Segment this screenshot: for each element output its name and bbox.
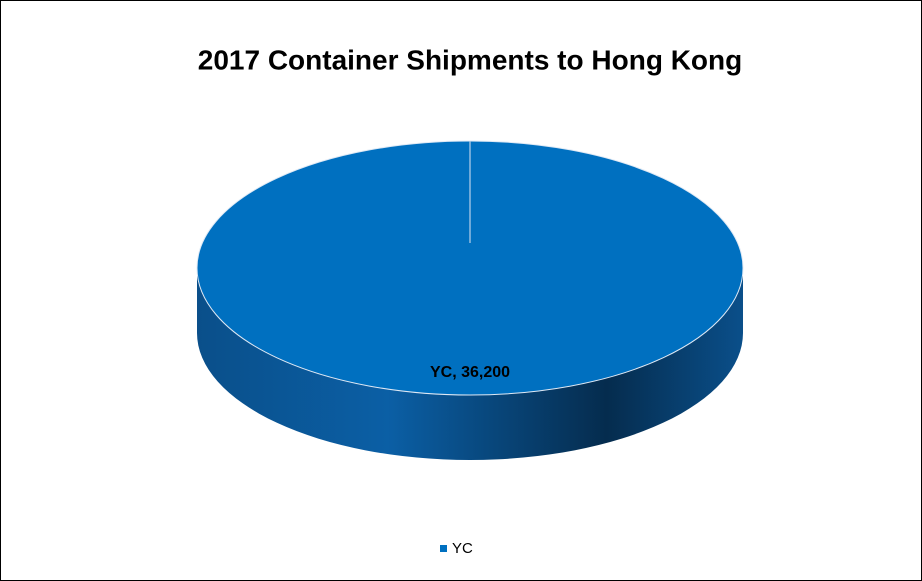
pie-side: [197, 268, 743, 460]
legend-label: YC: [452, 540, 473, 557]
chart-title: 2017 Container Shipments to Hong Kong: [198, 44, 742, 75]
data-label: YC, 36,200: [430, 364, 510, 381]
pie-slice: [196, 140, 744, 396]
legend-swatch: [440, 545, 447, 552]
